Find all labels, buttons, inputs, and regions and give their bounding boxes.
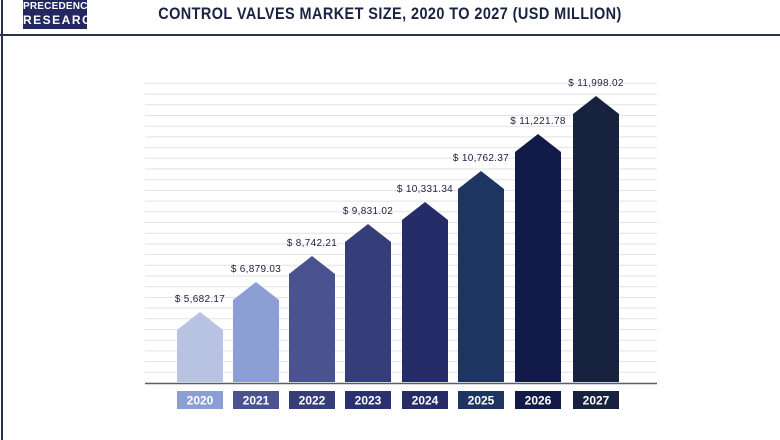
x-label-box-2022 bbox=[289, 391, 335, 409]
x-tick-label-2023: 2023 bbox=[355, 394, 382, 408]
data-label-2026: $ 11,221.78 bbox=[510, 116, 566, 127]
x-tick-label-2027: 2027 bbox=[583, 394, 610, 408]
x-label-box-2020 bbox=[177, 391, 223, 409]
data-label-2027: $ 11,998.02 bbox=[568, 78, 624, 89]
x-tick-label-2021: 2021 bbox=[243, 394, 270, 408]
bar-2027 bbox=[573, 96, 619, 382]
data-label-2021: $ 6,879.03 bbox=[231, 264, 281, 275]
x-label-box-2024 bbox=[402, 391, 448, 409]
data-label-2024: $ 10,331.34 bbox=[397, 184, 453, 195]
bar-2023 bbox=[345, 224, 391, 382]
x-label-box-2025 bbox=[458, 391, 504, 409]
bar-2021 bbox=[233, 282, 279, 382]
frame-border-top bbox=[0, 34, 780, 36]
data-label-2022: $ 8,742.21 bbox=[287, 238, 337, 249]
frame-border-left bbox=[1, 0, 3, 440]
data-label-2025: $ 10,762.37 bbox=[453, 153, 509, 164]
x-label-box-2021 bbox=[233, 391, 279, 409]
x-tick-label-2026: 2026 bbox=[525, 394, 552, 408]
precedence-research-logo: PRECEDENCE RESEARCH bbox=[23, 0, 103, 29]
bar-2024 bbox=[402, 202, 448, 382]
x-tick-label-2024: 2024 bbox=[412, 394, 439, 408]
chart-title: CONTROL VALVES MARKET SIZE, 2020 TO 2027… bbox=[158, 4, 622, 23]
logo-line-2: RESEARCH bbox=[23, 13, 103, 27]
x-tick-label-2025: 2025 bbox=[468, 394, 495, 408]
x-tick-label-2020: 2020 bbox=[187, 394, 214, 408]
logo-line-1: PRECEDENCE bbox=[23, 1, 95, 12]
bar-2020 bbox=[177, 312, 223, 382]
bar-2022 bbox=[289, 256, 335, 382]
bar-2026 bbox=[515, 134, 561, 382]
x-label-box-2027 bbox=[573, 391, 619, 409]
x-tick-label-2022: 2022 bbox=[299, 394, 326, 408]
x-label-box-2023 bbox=[345, 391, 391, 409]
data-label-2020: $ 5,682.17 bbox=[175, 294, 225, 305]
data-label-2023: $ 9,831.02 bbox=[343, 206, 393, 217]
x-label-box-2026 bbox=[515, 391, 561, 409]
bar-2025 bbox=[458, 171, 504, 382]
